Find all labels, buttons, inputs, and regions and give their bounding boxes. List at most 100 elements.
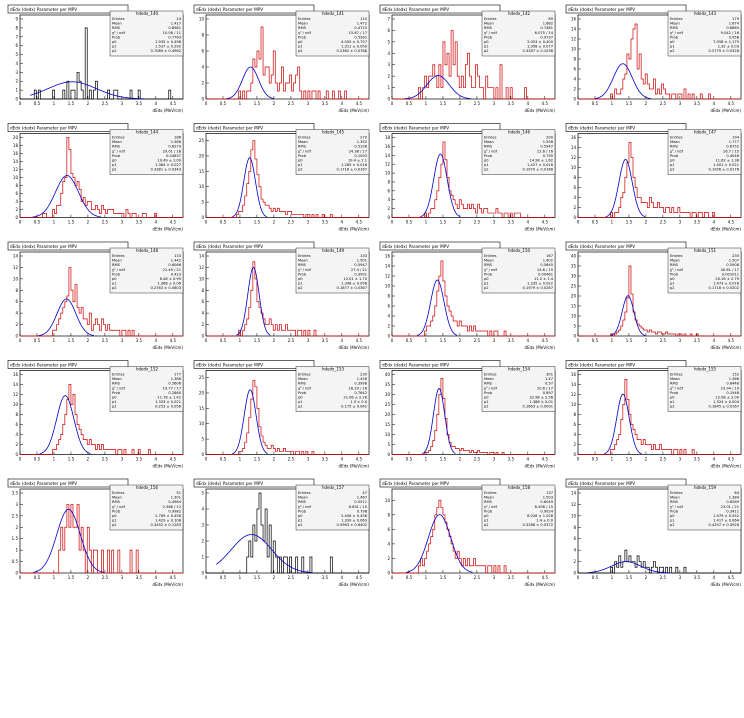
x-tick-label: 1.5 bbox=[68, 457, 75, 462]
y-tick-label: 20 bbox=[385, 412, 391, 417]
y-tick-label: 0 bbox=[201, 97, 204, 102]
stat-label: p1 bbox=[298, 400, 303, 404]
x-tick-label: 3 bbox=[493, 457, 496, 462]
x-tick-label: 3.5 bbox=[136, 457, 143, 462]
stat-label: p1 bbox=[484, 45, 489, 49]
histogram-panel: dEdx (dedx) Parameter per MPV hdedx_157 En… bbox=[193, 478, 369, 587]
panel-title: dEdx (dedx) Parameter per MPV bbox=[196, 244, 263, 249]
stat-label: p1 bbox=[112, 45, 117, 49]
x-tick-label: 3.5 bbox=[136, 575, 143, 580]
stat-value: 0.3411 bbox=[726, 509, 739, 513]
y-tick-label: 1 bbox=[15, 548, 18, 553]
y-tick-label: 18 bbox=[385, 135, 391, 140]
stat-value: 0.1845 ± 0.0167 bbox=[709, 405, 739, 409]
x-axis-label: dEdx (MeV/cm) bbox=[339, 345, 370, 350]
stat-value: 0.4337 ± 0.0926 bbox=[709, 523, 740, 527]
x-tick-label: 4.5 bbox=[542, 101, 549, 106]
stat-label: RMS bbox=[484, 382, 493, 386]
panel-title-box bbox=[565, 360, 687, 369]
x-tick-label: 1 bbox=[53, 457, 56, 462]
x-tick-label: 0 bbox=[205, 101, 208, 106]
stats-title: hdedx_158 bbox=[508, 485, 531, 490]
stat-value: 1.384 bbox=[729, 496, 740, 500]
stat-value: 1.777 bbox=[729, 140, 739, 144]
stats-title: hdedx_153 bbox=[322, 367, 345, 372]
panel-title: dEdx (dedx) Parameter per MPV bbox=[382, 481, 449, 486]
x-tick-label: 3.5 bbox=[136, 338, 143, 343]
stat-value: 6.631 / 10 bbox=[349, 505, 368, 509]
stat-label: p2 bbox=[670, 49, 675, 53]
stat-label: p2 bbox=[298, 286, 303, 290]
y-tick-label: 10 bbox=[571, 513, 577, 518]
stat-label: Entries bbox=[484, 136, 497, 140]
y-tick-label: 1 bbox=[201, 555, 204, 560]
histogram-series bbox=[20, 504, 183, 574]
stat-label: p2 bbox=[484, 405, 489, 409]
stat-label: χ² / ndf bbox=[670, 505, 684, 509]
y-tick-label: 8 bbox=[573, 57, 576, 62]
y-tick-label: 10 bbox=[385, 498, 391, 503]
stat-value: 186 bbox=[174, 136, 182, 140]
y-tick-label: 15 bbox=[199, 406, 205, 411]
stat-value: 1.472 bbox=[357, 22, 367, 26]
stat-label: Mean bbox=[670, 377, 680, 381]
stat-value: 1.586 bbox=[171, 140, 182, 144]
stat-value: 0.6865 bbox=[726, 26, 739, 30]
x-tick-label: 4 bbox=[155, 101, 158, 106]
stat-label: χ² / ndf bbox=[484, 386, 498, 390]
stat-label: RMS bbox=[112, 500, 121, 504]
stat-label: Entries bbox=[112, 373, 125, 377]
x-tick-label: 2 bbox=[645, 575, 648, 580]
stat-label: p0 bbox=[112, 40, 117, 44]
x-tick-label: 1 bbox=[425, 457, 428, 462]
stat-label: Mean bbox=[112, 377, 122, 381]
y-tick-label: 0 bbox=[201, 334, 204, 339]
panel-title-box bbox=[193, 4, 315, 14]
y-tick-label: 2 bbox=[573, 205, 576, 210]
stat-value: 20.16 ± 2.79 bbox=[715, 277, 739, 281]
x-tick-label: 2 bbox=[459, 220, 462, 225]
y-tick-label: 4 bbox=[573, 77, 576, 82]
stats-box-bg bbox=[295, 129, 370, 175]
x-tick-label: 0.5 bbox=[592, 101, 599, 106]
stat-label: χ² / ndf bbox=[112, 268, 126, 272]
panel-title: dEdx (dedx) Parameter per MPV bbox=[10, 244, 77, 249]
stat-label: Entries bbox=[484, 491, 497, 495]
x-axis-label: dEdx (MeV/cm) bbox=[711, 582, 742, 587]
x-tick-label: 2.5 bbox=[102, 338, 109, 343]
x-tick-label: 3.5 bbox=[694, 338, 701, 343]
stat-value: 8.498 / 15 bbox=[535, 505, 553, 509]
stat-label: RMS bbox=[298, 145, 307, 149]
stat-value: 1.558 bbox=[543, 140, 554, 144]
panel-title: dEdx (dedx) Parameter per MPV bbox=[196, 7, 263, 12]
x-tick-label: 2.5 bbox=[474, 220, 481, 225]
x-tick-label: 2.5 bbox=[102, 220, 109, 225]
y-tick-label: 12 bbox=[571, 392, 577, 397]
stat-label: χ² / ndf bbox=[670, 386, 684, 390]
x-tick-label: 4.5 bbox=[728, 101, 735, 106]
gaussian-fit-curve bbox=[588, 561, 670, 574]
histogram-series bbox=[392, 141, 555, 218]
y-tick-label: 14 bbox=[571, 27, 577, 32]
stats-box: hdedx_148 Entries 133 Mean 1.442 RMS 0.6066 χ² … bbox=[109, 247, 184, 294]
stat-label: p2 bbox=[298, 523, 303, 527]
stat-value: 1.429 ± 0.108 bbox=[155, 519, 182, 523]
stat-label: RMS bbox=[670, 263, 679, 267]
y-tick-label: 2 bbox=[201, 322, 204, 327]
stat-value: 19.77 / 17 bbox=[163, 386, 181, 390]
stat-value: 19.4 ± 2.1 bbox=[348, 159, 367, 163]
y-tick-label: 6 bbox=[573, 185, 576, 190]
stats-title: hdedx_146 bbox=[508, 130, 531, 135]
x-axis-label: dEdx (MeV/cm) bbox=[339, 108, 370, 113]
x-tick-label: 3 bbox=[307, 101, 310, 106]
stat-value: 4.005 ± 0.757 bbox=[341, 40, 367, 44]
y-tick-label: 4 bbox=[387, 51, 390, 56]
y-tick-label: 0 bbox=[573, 452, 576, 457]
y-tick-label: 12 bbox=[571, 502, 577, 507]
x-tick-label: 4 bbox=[527, 575, 530, 580]
histogram-panel: dEdx (dedx) Parameter per MPV hdedx_156 En… bbox=[7, 478, 183, 587]
stat-value: 11.2 ± 1.4 bbox=[534, 277, 554, 281]
y-tick-label: 14 bbox=[571, 491, 577, 496]
x-tick-label: 3 bbox=[121, 575, 124, 580]
y-tick-label: 20 bbox=[199, 153, 205, 158]
